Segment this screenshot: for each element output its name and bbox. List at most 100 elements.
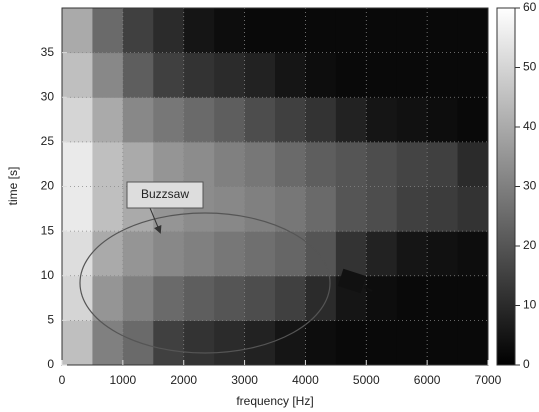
x-tick-label: 3000	[231, 373, 258, 387]
cell	[335, 8, 367, 54]
cell	[214, 52, 246, 98]
cell	[396, 186, 428, 232]
cell	[335, 141, 367, 187]
cell	[244, 141, 276, 187]
y-tick-label: 5	[47, 313, 54, 327]
colorbar-tick-label: 0	[523, 357, 530, 371]
cell	[366, 320, 398, 366]
cell	[244, 275, 276, 321]
cell	[92, 186, 124, 232]
colorbar	[496, 7, 516, 366]
cell	[275, 8, 306, 54]
cell	[366, 141, 398, 187]
cell	[92, 320, 124, 366]
cell	[62, 186, 93, 232]
cell	[427, 320, 459, 366]
cell	[366, 97, 398, 143]
cell	[335, 97, 367, 143]
cell	[92, 141, 124, 187]
cell	[457, 8, 489, 54]
cell	[366, 231, 398, 277]
cell	[457, 97, 489, 143]
cell	[153, 231, 185, 277]
cell	[457, 141, 489, 187]
cell	[396, 141, 428, 187]
x-tick-label: 0	[59, 373, 66, 387]
y-tick-label: 0	[47, 357, 54, 371]
cell	[366, 275, 398, 321]
cell	[153, 97, 185, 143]
cell	[122, 8, 154, 54]
cell	[183, 52, 215, 98]
cell	[457, 275, 489, 321]
cell	[183, 275, 215, 321]
x-tick-label: 6000	[414, 373, 441, 387]
cell	[275, 141, 306, 187]
x-tick-label: 7000	[475, 373, 502, 387]
x-tick-label: 5000	[353, 373, 380, 387]
cell	[457, 52, 489, 98]
cell	[183, 8, 215, 54]
cell	[92, 97, 124, 143]
annotation: Buzzsaw	[141, 187, 189, 201]
cell	[214, 320, 246, 366]
cell	[305, 320, 337, 366]
x-tick-label: 2000	[170, 373, 197, 387]
cell	[214, 97, 246, 143]
cell	[244, 231, 276, 277]
cell	[214, 141, 246, 187]
cell	[457, 186, 489, 232]
heatmap	[62, 8, 489, 366]
cell	[62, 97, 93, 143]
colorbar-tick-label: 50	[523, 60, 537, 74]
y-tick-label: 30	[41, 89, 55, 103]
cell	[335, 186, 367, 232]
cell	[214, 8, 246, 54]
cell	[396, 320, 428, 366]
colorbar-tick-label: 10	[523, 298, 537, 312]
colorbar-tick-label: 40	[523, 119, 537, 133]
cell	[153, 320, 185, 366]
cell	[183, 320, 215, 366]
cell	[153, 275, 185, 321]
y-tick-label: 10	[41, 268, 55, 282]
cell	[62, 8, 93, 54]
cell	[275, 275, 306, 321]
cell	[122, 231, 154, 277]
cell	[62, 141, 93, 187]
cell	[122, 52, 154, 98]
x-axis-label: frequency [Hz]	[236, 394, 313, 408]
cell	[396, 231, 428, 277]
cell	[457, 231, 489, 277]
cell	[122, 97, 154, 143]
cell	[366, 186, 398, 232]
cell	[457, 320, 489, 366]
highlight-ellipse	[79, 212, 331, 354]
cell	[122, 141, 154, 187]
cell	[92, 231, 124, 277]
cell	[214, 186, 246, 232]
cell	[275, 186, 306, 232]
cell	[305, 52, 337, 98]
cell	[153, 8, 185, 54]
marker-tail	[363, 286, 373, 292]
colorbar-tick-label: 30	[523, 179, 537, 193]
colorbar-tick-label: 20	[523, 238, 537, 252]
cell	[244, 186, 276, 232]
cell	[396, 275, 428, 321]
cell	[427, 8, 459, 54]
cell	[275, 97, 306, 143]
cell	[62, 320, 93, 366]
cell	[427, 275, 459, 321]
cell	[183, 141, 215, 187]
cell	[122, 275, 154, 321]
y-axis-label: time [s]	[6, 167, 20, 206]
cell	[183, 97, 215, 143]
y-tick-label: 20	[41, 179, 55, 193]
cell	[183, 231, 215, 277]
x-tick-label: 4000	[292, 373, 319, 387]
cell	[335, 320, 367, 366]
cell	[305, 275, 337, 321]
cell	[305, 8, 337, 54]
